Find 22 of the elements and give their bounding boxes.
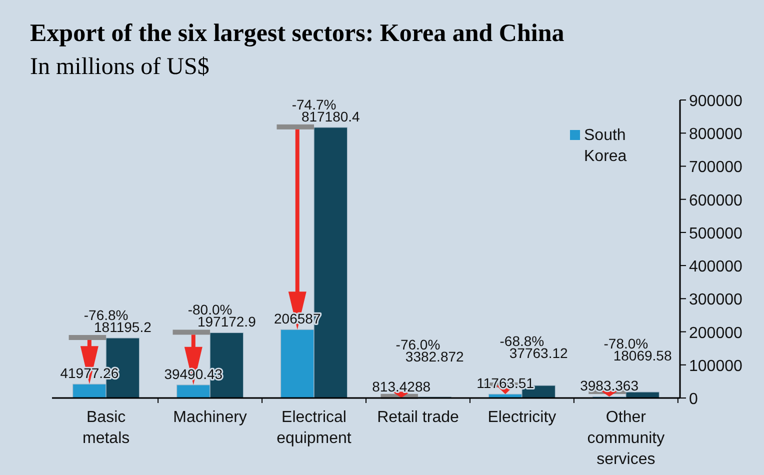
x-tick-label: Basic metals <box>82 409 130 447</box>
y-tick-label: 300000 <box>689 292 742 309</box>
data-label: 11763.51 <box>476 375 534 392</box>
legend-label: South Korea <box>584 127 627 165</box>
y-tick-label: 0 <box>689 391 698 408</box>
data-label: 3983.363 <box>580 378 639 394</box>
x-tick-label: Other community services <box>587 409 665 468</box>
chart-subtitle: In millions of US$ <box>30 54 210 80</box>
y-tick-label: 200000 <box>689 324 742 342</box>
chart-title: Export of the six largest sectors: Korea and China <box>30 20 565 47</box>
y-tick-label: 800000 <box>689 126 742 144</box>
y-tick-label: 700000 <box>689 159 742 176</box>
x-tick-label: Retail trade <box>377 409 459 426</box>
y-tick-label: 500000 <box>689 225 742 242</box>
y-tick-label: 900000 <box>689 93 742 110</box>
data-label: 813.4288 <box>372 378 431 395</box>
y-tick-label: 600000 <box>689 192 742 210</box>
x-tick-label: Electricity <box>488 409 556 426</box>
y-tick-label: 100000 <box>689 358 742 375</box>
y-tick-label: 400000 <box>689 258 742 276</box>
x-tick-label: Electrical equipment <box>276 409 352 447</box>
x-tick-label: Machinery <box>173 409 247 426</box>
